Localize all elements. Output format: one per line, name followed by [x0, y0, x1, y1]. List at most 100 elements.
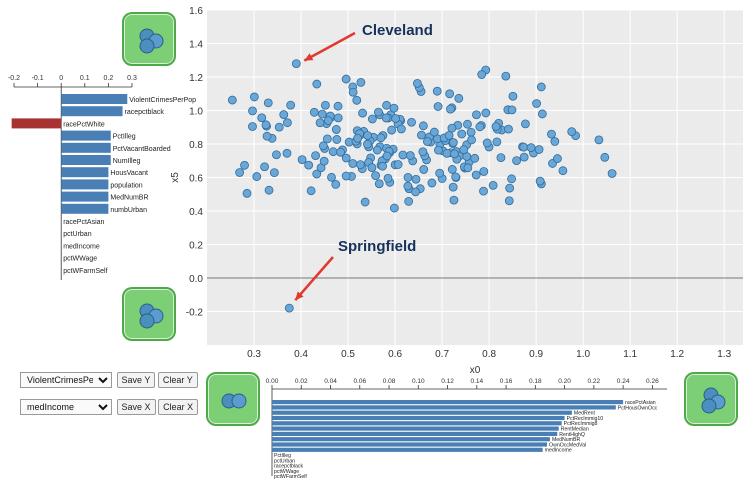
save-x-button[interactable]: Save X: [117, 399, 156, 415]
scatter-point[interactable]: [342, 75, 350, 83]
left-bar[interactable]: [12, 118, 62, 128]
scatter-point[interactable]: [538, 110, 546, 118]
left-bar[interactable]: [61, 131, 111, 141]
scatter-point[interactable]: [405, 197, 413, 205]
scatter-point[interactable]: [483, 139, 491, 147]
left-bar[interactable]: [61, 204, 108, 214]
scatter-point[interactable]: [249, 107, 257, 115]
scatter-point[interactable]: [413, 79, 421, 87]
scatter-point[interactable]: [434, 103, 442, 111]
scatter-point[interactable]: [250, 93, 258, 101]
scatter-point[interactable]: [404, 173, 412, 181]
clear-y-button[interactable]: Clear Y: [158, 372, 198, 388]
scatter-point[interactable]: [228, 96, 236, 104]
scatter-point[interactable]: [458, 130, 466, 138]
left-bar[interactable]: [61, 192, 108, 202]
scatter-point[interactable]: [377, 134, 385, 142]
scatter-point[interactable]: [428, 179, 436, 187]
scatter-point[interactable]: [463, 120, 471, 128]
scatter-point[interactable]: [505, 197, 513, 205]
scatter-point[interactable]: [467, 128, 475, 136]
pick-x-tile-right[interactable]: [684, 372, 738, 426]
scatter-point[interactable]: [318, 110, 326, 118]
scatter-point[interactable]: [287, 101, 295, 109]
bottom-bar[interactable]: [272, 437, 550, 441]
x-variable-select[interactable]: medIncome: [20, 399, 112, 415]
bottom-bar[interactable]: [272, 442, 547, 446]
scatter-point[interactable]: [283, 149, 291, 157]
scatter-point[interactable]: [478, 71, 486, 79]
scatter-point[interactable]: [434, 146, 442, 154]
scatter-point[interactable]: [319, 142, 327, 150]
scatter-point[interactable]: [513, 157, 521, 165]
scatter-point[interactable]: [320, 157, 328, 165]
clear-x-button[interactable]: Clear X: [158, 399, 198, 415]
scatter-point[interactable]: [460, 146, 468, 154]
scatter-point[interactable]: [508, 175, 516, 183]
scatter-point[interactable]: [243, 189, 251, 197]
scatter-point[interactable]: [332, 180, 340, 188]
scatter-point[interactable]: [468, 136, 476, 144]
scatter-point[interactable]: [280, 111, 288, 119]
scatter-point[interactable]: [502, 72, 510, 80]
scatter-point[interactable]: [265, 186, 273, 194]
scatter-point[interactable]: [443, 149, 451, 157]
scatter-point[interactable]: [328, 173, 336, 181]
scatter-point[interactable]: [354, 134, 362, 142]
bottom-bar[interactable]: [272, 405, 616, 409]
scatter-point[interactable]: [520, 153, 528, 161]
scatter-point[interactable]: [321, 101, 329, 109]
scatter-point[interactable]: [263, 132, 271, 140]
scatter-point[interactable]: [312, 152, 320, 160]
scatter-point[interactable]: [375, 180, 383, 188]
scatter-point[interactable]: [363, 140, 371, 148]
scatter-point[interactable]: [417, 131, 425, 139]
scatter-point[interactable]: [601, 153, 609, 161]
scatter-point[interactable]: [292, 60, 300, 68]
scatter-point[interactable]: [337, 148, 345, 156]
scatter-point[interactable]: [374, 108, 382, 116]
scatter-point[interactable]: [449, 183, 457, 191]
scatter-point[interactable]: [472, 111, 480, 119]
scatter-point[interactable]: [452, 173, 460, 181]
scatter-point[interactable]: [372, 172, 380, 180]
scatter-point[interactable]: [559, 167, 567, 175]
scatter-point[interactable]: [448, 124, 456, 132]
scatter-point[interactable]: [334, 114, 342, 122]
scatter-point[interactable]: [359, 109, 367, 117]
scatter-point[interactable]: [261, 163, 269, 171]
scatter-point[interactable]: [448, 165, 456, 173]
scatter-point[interactable]: [464, 164, 472, 172]
scatter-point[interactable]: [305, 161, 313, 169]
scatter-point[interactable]: [283, 119, 291, 127]
scatter-point[interactable]: [285, 304, 293, 312]
scatter-point[interactable]: [349, 159, 357, 167]
scatter-point[interactable]: [270, 169, 278, 177]
scatter-point[interactable]: [568, 128, 576, 136]
scatter-point[interactable]: [397, 125, 405, 133]
left-bar[interactable]: [61, 106, 122, 116]
scatter-point[interactable]: [553, 155, 561, 163]
scatter-point[interactable]: [521, 120, 529, 128]
scatter-point[interactable]: [547, 130, 555, 138]
scatter-point[interactable]: [368, 115, 376, 123]
bottom-bar[interactable]: [272, 411, 572, 415]
bottom-bar[interactable]: [272, 400, 623, 404]
scatter-point[interactable]: [373, 146, 381, 154]
bottom-bar[interactable]: [272, 416, 565, 420]
pick-x-tile-left[interactable]: [206, 372, 260, 426]
scatter-point[interactable]: [316, 119, 324, 127]
scatter-point[interactable]: [450, 196, 458, 204]
scatter-point[interactable]: [332, 125, 340, 133]
scatter-point[interactable]: [480, 168, 488, 176]
bottom-bar-chart[interactable]: 0.00 0.02 0.04 0.06 0.08 0.10 0.12 0.14 0.16 0.18…: [262, 372, 684, 480]
scatter-point[interactable]: [383, 101, 391, 109]
scatter-point[interactable]: [412, 188, 420, 196]
scatter-point[interactable]: [412, 175, 420, 183]
scatter-point[interactable]: [420, 165, 428, 173]
scatter-point[interactable]: [272, 151, 280, 159]
scatter-point[interactable]: [608, 169, 616, 177]
left-bar[interactable]: [61, 179, 108, 189]
scatter-point[interactable]: [394, 161, 402, 169]
scatter-point[interactable]: [520, 143, 528, 151]
